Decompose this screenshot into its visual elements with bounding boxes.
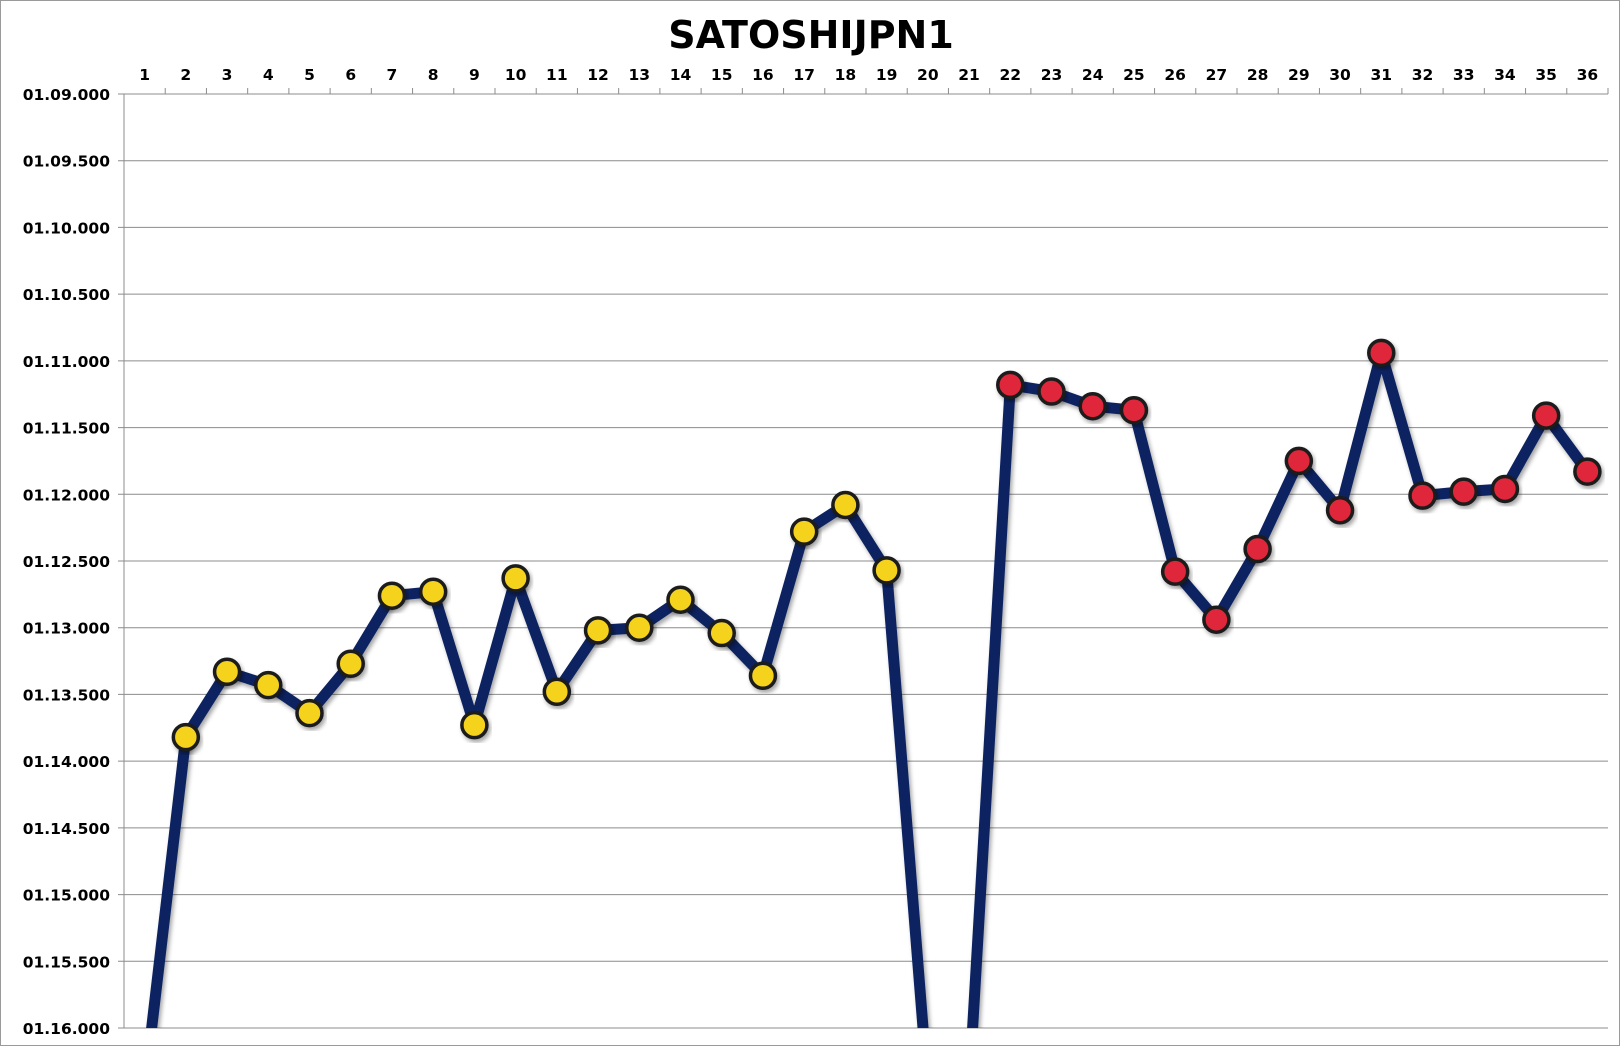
x-tick-label: 17	[793, 66, 815, 84]
x-axis-ticks: 1 2 3 4 5 6 7 8 9 10 11 12 13 14 15 16 17 18 19 20 21 22 23 24 2…	[139, 66, 1609, 94]
y-tick-label: 01.15.000	[23, 887, 110, 905]
data-point-lap-17	[789, 517, 819, 546]
data-point-lap-8	[418, 577, 448, 606]
x-tick-label: 33	[1453, 66, 1475, 84]
x-tick-label: 34	[1494, 66, 1516, 84]
data-point-lap-33	[1449, 477, 1478, 506]
y-tick-label: 01.09.500	[23, 153, 110, 171]
x-tick-label: 14	[670, 66, 692, 84]
y-tick-label: 01.15.500	[23, 953, 110, 971]
x-tick-label: 6	[345, 66, 356, 84]
x-tick-label: 1	[139, 66, 150, 84]
data-point-lap-12	[583, 616, 613, 645]
grid-lines	[118, 93, 1608, 1029]
x-tick-label: 8	[428, 66, 439, 84]
data-point-lap-24	[1078, 391, 1107, 421]
data-point-lap-7	[377, 581, 407, 610]
x-tick-label: 30	[1329, 66, 1351, 84]
x-tick-label: 18	[835, 66, 857, 84]
y-tick-label: 01.14.000	[23, 753, 110, 771]
data-point-lap-14	[666, 585, 695, 614]
x-tick-label: 3	[222, 66, 233, 84]
y-tick-label: 01.13.000	[23, 620, 110, 638]
x-tick-label: 4	[263, 66, 274, 84]
y-tick-label: 01.10.000	[23, 219, 110, 237]
data-point-lap-35	[1531, 401, 1561, 430]
data-point-lap-6	[336, 649, 365, 678]
x-tick-label: 25	[1123, 66, 1145, 84]
data-point-lap-25	[1119, 395, 1149, 425]
data-point-lap-29	[1284, 446, 1314, 476]
data-point-lap-3	[212, 657, 242, 686]
x-tick-label: 36	[1577, 66, 1599, 84]
y-tick-label: 01.12.000	[23, 486, 110, 504]
x-tick-label: 23	[1041, 66, 1063, 84]
y-tick-label: 01.14.500	[23, 820, 110, 838]
x-tick-label: 2	[180, 66, 191, 84]
x-tick-label: 26	[1164, 66, 1186, 84]
x-tick-label: 28	[1247, 66, 1269, 84]
data-point-lap-16	[748, 661, 778, 690]
x-tick-label: 35	[1535, 66, 1557, 84]
y-tick-label: 01.12.500	[23, 553, 110, 571]
x-tick-label: 21	[958, 66, 980, 84]
x-tick-label: 9	[469, 66, 480, 84]
x-tick-label: 24	[1082, 66, 1104, 84]
data-point-lap-34	[1490, 474, 1520, 504]
x-tick-label: 32	[1412, 66, 1434, 84]
data-point-lap-28	[1243, 534, 1272, 564]
x-tick-label: 20	[917, 66, 939, 84]
x-tick-label: 31	[1370, 66, 1392, 84]
data-point-lap-26	[1160, 557, 1190, 586]
data-point-lap-23	[1037, 377, 1066, 406]
data-point-lap-2	[171, 722, 201, 752]
y-tick-label: 01.11.500	[23, 420, 110, 438]
x-tick-label: 16	[752, 66, 774, 84]
series-line	[146, 347, 1593, 1028]
data-point-lap-9	[460, 710, 489, 740]
series-markers	[171, 338, 1602, 752]
data-point-lap-13	[625, 613, 654, 642]
data-point-lap-11	[542, 677, 572, 707]
y-axis-ticks: 01.09.000 01.09.500 01.10.000 01.10.500 01.1…	[23, 86, 110, 1038]
data-point-lap-27	[1202, 605, 1231, 634]
y-tick-label: 01.10.500	[23, 286, 110, 304]
data-point-lap-5	[295, 698, 324, 728]
chart-title: SATOSHIJPN1	[668, 13, 954, 57]
data-point-lap-22	[996, 370, 1025, 400]
data-point-lap-31	[1367, 338, 1396, 368]
x-tick-label: 15	[711, 66, 733, 84]
data-point-lap-32	[1408, 481, 1437, 510]
y-tick-label: 01.16.000	[23, 1020, 110, 1038]
x-tick-label: 5	[304, 66, 315, 84]
y-tick-label: 01.13.500	[23, 686, 110, 704]
data-point-lap-18	[831, 490, 860, 520]
data-point-lap-36	[1573, 457, 1602, 486]
x-tick-label: 19	[876, 66, 898, 84]
x-tick-label: 10	[505, 66, 527, 84]
x-tick-label: 13	[628, 66, 650, 84]
x-tick-label: 22	[999, 66, 1021, 84]
lap-time-line	[146, 347, 1593, 1028]
data-point-lap-10	[501, 564, 530, 593]
x-tick-label: 27	[1206, 66, 1228, 84]
x-tick-label: 29	[1288, 66, 1310, 84]
x-tick-label: 12	[587, 66, 609, 84]
y-tick-label: 01.11.000	[23, 353, 110, 371]
data-point-lap-4	[254, 670, 283, 700]
data-point-lap-19	[872, 556, 901, 585]
x-tick-label: 11	[546, 66, 568, 84]
data-point-lap-15	[707, 618, 736, 648]
y-tick-label: 01.09.000	[23, 86, 110, 104]
x-tick-label: 7	[387, 66, 398, 84]
data-point-lap-30	[1325, 496, 1355, 525]
